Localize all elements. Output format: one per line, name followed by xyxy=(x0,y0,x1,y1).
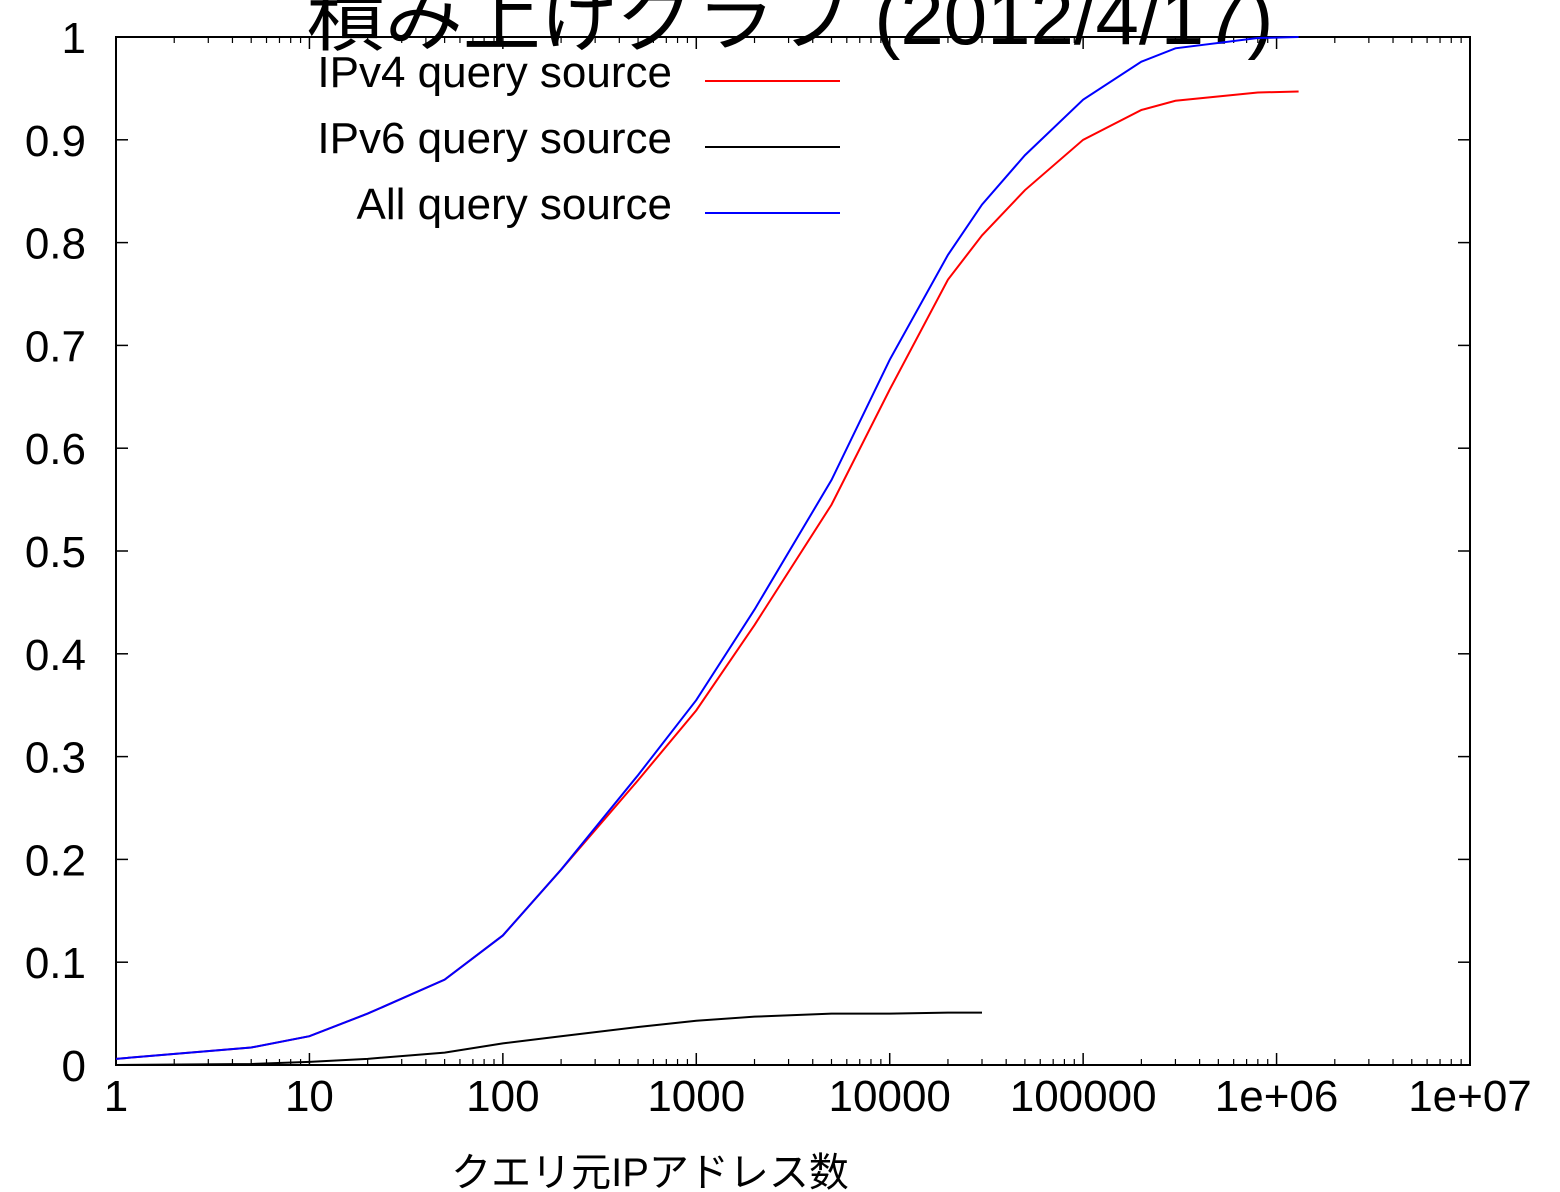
legend-label: IPv4 query source xyxy=(317,48,672,97)
y-tick-label: 0.7 xyxy=(25,322,86,371)
y-tick-label: 0.1 xyxy=(25,939,86,988)
y-tick-label: 0.9 xyxy=(25,117,86,166)
series-line xyxy=(115,1011,982,1066)
y-tick-label: 0.3 xyxy=(25,734,86,783)
x-tick-label: 10 xyxy=(285,1072,334,1121)
series-line xyxy=(115,36,1299,1060)
chart-title: 積み上げグラフ (2012/4/17) xyxy=(307,0,1274,61)
x-tick-label: 1000 xyxy=(647,1072,745,1121)
y-tick-label: 0.6 xyxy=(25,425,86,474)
y-tick-label: 0 xyxy=(62,1042,86,1091)
legend-label: IPv6 query source xyxy=(317,114,672,163)
y-tick-label: 1 xyxy=(62,14,86,63)
x-tick-label: 1e+07 xyxy=(1408,1072,1532,1121)
plot-frame xyxy=(115,36,1471,1066)
x-axis-label: クエリ元IPアドレス数 xyxy=(451,1151,849,1192)
y-tick-label: 0.4 xyxy=(25,631,86,680)
x-tick-label: 1e+06 xyxy=(1215,1072,1339,1121)
x-tick-label: 100 xyxy=(466,1072,539,1121)
x-tick-label: 1 xyxy=(104,1072,128,1121)
x-tick-label: 10000 xyxy=(829,1072,951,1121)
legend-label: All query source xyxy=(357,180,672,229)
y-tick-label: 0.2 xyxy=(25,836,86,885)
x-tick-label: 100000 xyxy=(1010,1072,1157,1121)
y-tick-label: 0.5 xyxy=(25,528,86,577)
y-tick-label: 0.8 xyxy=(25,220,86,269)
series-line xyxy=(115,90,1299,1060)
